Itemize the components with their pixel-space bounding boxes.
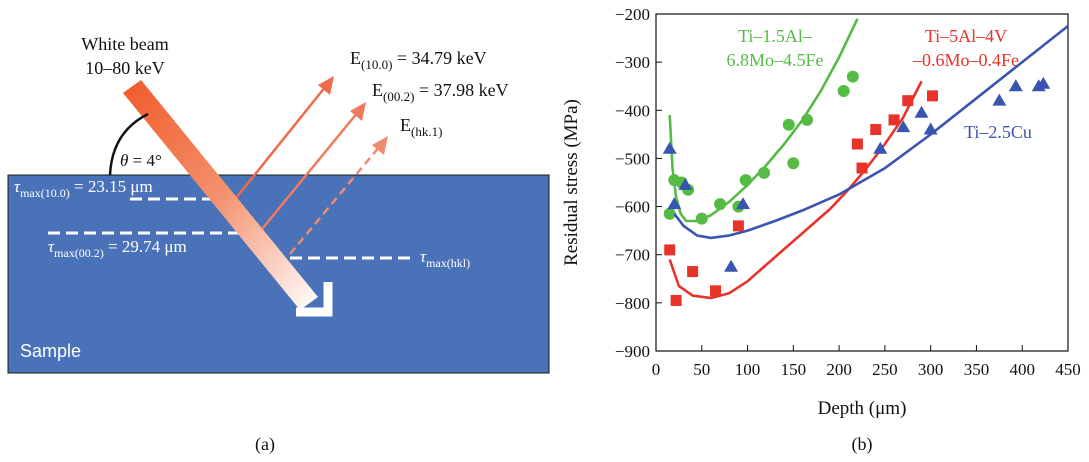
data-point [1036, 76, 1051, 89]
x-tick-label: 300 [918, 360, 944, 379]
x-axis-label: Depth (μm) [818, 398, 907, 419]
panel-b-label: (b) [852, 434, 873, 455]
data-point [926, 90, 938, 102]
y-tick-label: −800 [615, 294, 650, 313]
incident-beam [123, 80, 333, 317]
data-point [846, 70, 859, 83]
data-point [695, 212, 708, 225]
data-point [758, 166, 771, 179]
data-point [888, 114, 900, 126]
x-tick-label: 450 [1055, 360, 1081, 379]
residual-stress-chart: 0 50 100 150 200 250 300 350 400 450 −900 −800 −700 −… [561, 5, 1081, 419]
panel-b: 0 50 100 150 200 250 300 350 400 450 −900 −800 −700 −… [561, 5, 1081, 455]
x-tick-label: 150 [781, 360, 807, 379]
reflection-label-hk-1: E(hk.1) [400, 115, 442, 139]
data-point [896, 120, 911, 133]
data-point [851, 138, 863, 150]
data-point [902, 95, 914, 107]
beam-energy: 10–80 keV [85, 58, 165, 78]
data-point [782, 118, 795, 131]
y-tick-label: −700 [615, 246, 650, 265]
data-point [732, 220, 744, 232]
data-point [873, 141, 888, 154]
panel-a-label: (a) [255, 434, 275, 455]
data-point [710, 285, 722, 297]
y-tick-label: −400 [615, 101, 650, 120]
data-point [670, 294, 682, 306]
series-label-3: Ti–2.5Cu [964, 122, 1032, 142]
data-point [724, 259, 739, 272]
depth-label-10-0: τmax(10.0) = 23.15 μm [14, 177, 153, 200]
data-point [856, 162, 868, 174]
series-label-2: Ti–5Al–4V [925, 26, 1007, 46]
fit-curve-3 [673, 24, 1069, 240]
data-point [870, 124, 882, 136]
data-point [678, 177, 693, 190]
reflection-label-10-0: E(10.0) = 34.79 keV [350, 48, 487, 72]
y-tick-label: −900 [615, 342, 650, 361]
x-tick-label: 200 [826, 360, 852, 379]
data-point [837, 85, 850, 98]
data-point [1008, 79, 1023, 92]
data-point [923, 122, 938, 135]
reflection-10-0 [235, 76, 334, 199]
data-point [687, 266, 699, 278]
reflection-00-2 [261, 102, 366, 230]
data-point [787, 157, 800, 170]
plot-frame [655, 13, 1069, 352]
fit-curve-1 [668, 18, 859, 223]
reflection-label-00-2: E(00.2) = 37.98 keV [372, 80, 509, 104]
data-point [992, 93, 1007, 106]
data-point [735, 197, 750, 210]
y-tick-label: −300 [615, 53, 650, 72]
beam-title: White beam [81, 34, 168, 54]
depth-label-hkl: τmax(hkl) [420, 247, 470, 270]
x-tick-label: 50 [693, 360, 710, 379]
angle-arc [108, 112, 149, 176]
depth-label-00-2: τmax(00.2) = 29.74 μm [48, 237, 187, 260]
x-tick-label: 400 [1009, 360, 1035, 379]
series-label-1: 6.8Mo–4.5Fe [726, 50, 823, 70]
angle-label: θ = 4° [120, 151, 162, 170]
data-point [664, 244, 676, 256]
y-tick-label: −200 [615, 5, 650, 24]
x-tick-label: 0 [652, 360, 661, 379]
data-point [667, 197, 682, 210]
sample-label: Sample [20, 341, 81, 361]
data-point [662, 141, 677, 154]
data-point [739, 174, 752, 187]
data-point [914, 105, 929, 118]
data-point [663, 207, 676, 220]
fit-curve-2 [668, 80, 923, 300]
y-tick-label: −600 [615, 198, 650, 217]
y-tick-label: −500 [615, 149, 650, 168]
series-label-2: –0.6Mo–0.4Fe [912, 50, 1019, 70]
x-tick-label: 100 [735, 360, 761, 379]
panel-a: Sample White beam 10–80 keV θ = 4° [7, 34, 550, 455]
data-point [714, 198, 727, 211]
series-label-1: Ti–1.5Al– [738, 26, 813, 46]
y-axis-label: Residual stress (MPa) [561, 99, 582, 266]
x-tick-label: 250 [872, 360, 898, 379]
x-tick-label: 350 [964, 360, 990, 379]
reflection-hk-1 [289, 136, 388, 255]
data-point [801, 113, 814, 126]
